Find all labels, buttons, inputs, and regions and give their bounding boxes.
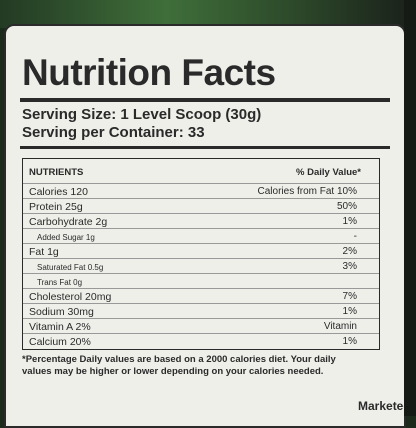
nutrient-table: NUTRIENTS % Daily Value* Calories 120 Cal… [22, 158, 380, 350]
nutrient-name: Calcium 20% [29, 336, 91, 348]
footnote: *Percentage Daily values are based on a … [22, 354, 336, 377]
nutrient-row: Added Sugar 1g - [23, 228, 379, 245]
nutrient-row: Saturated Fat 0.5g 3% [23, 258, 379, 275]
nutrient-row: Protein 25g 50% [23, 198, 379, 215]
header-left: NUTRIENTS [29, 167, 84, 178]
nutrition-label: Nutrition Facts Serving Size: 1 Level Sc… [4, 24, 411, 428]
daily-value: Vitamin [323, 321, 357, 332]
nutrient-row: Trans Fat 0g [23, 273, 379, 290]
marketed-text: Marketed [358, 399, 411, 413]
nutrient-name: Sodium 30mg [29, 306, 94, 318]
bottle-top [0, 0, 416, 28]
nutrient-row: Vitamin A 2% Vitamin [23, 318, 379, 335]
nutrient-row: Fat 1g 2% [23, 243, 379, 260]
daily-value: 1% [342, 216, 357, 227]
nutrient-name: Added Sugar 1g [37, 233, 95, 242]
nutrient-name: Saturated Fat 0.5g [37, 263, 104, 272]
nutrient-name: Fat 1g [29, 246, 59, 258]
daily-value: 1% [342, 336, 357, 347]
daily-value: - [353, 231, 357, 242]
nutrient-name: Protein 25g [29, 201, 83, 213]
nutrient-name: Vitamin A 2% [29, 321, 91, 333]
daily-value: 3% [342, 261, 357, 272]
daily-value: Calories from Fat 10% [257, 186, 357, 197]
nutrient-name: Calories 120 [29, 186, 88, 198]
nutrient-name: Cholesterol 20mg [29, 291, 112, 303]
nutrient-row: Carbohydrate 2g 1% [23, 213, 379, 230]
header-right: % Daily Value* [296, 167, 361, 178]
servings: Serving per Container: 33 [22, 124, 205, 141]
title: Nutrition Facts [22, 52, 276, 93]
rule [20, 98, 390, 102]
rule [20, 146, 390, 149]
nutrient-row: Calcium 20% 1% [23, 333, 379, 350]
daily-value: 1% [342, 306, 357, 317]
bottle-edge [404, 0, 416, 416]
nutrient-row: Calories 120 Calories from Fat 10% [23, 183, 379, 200]
daily-value: 2% [342, 246, 357, 257]
nutrient-name: Trans Fat 0g [37, 278, 83, 287]
nutrient-row: Sodium 30mg 1% [23, 303, 379, 320]
daily-value: 50% [336, 201, 357, 212]
serving-size: Serving Size: 1 Level Scoop (30g) [22, 106, 262, 123]
nutrient-row: Cholesterol 20mg 7% [23, 288, 379, 305]
nutrient-name: Carbohydrate 2g [29, 216, 108, 228]
daily-value: 7% [342, 291, 357, 302]
